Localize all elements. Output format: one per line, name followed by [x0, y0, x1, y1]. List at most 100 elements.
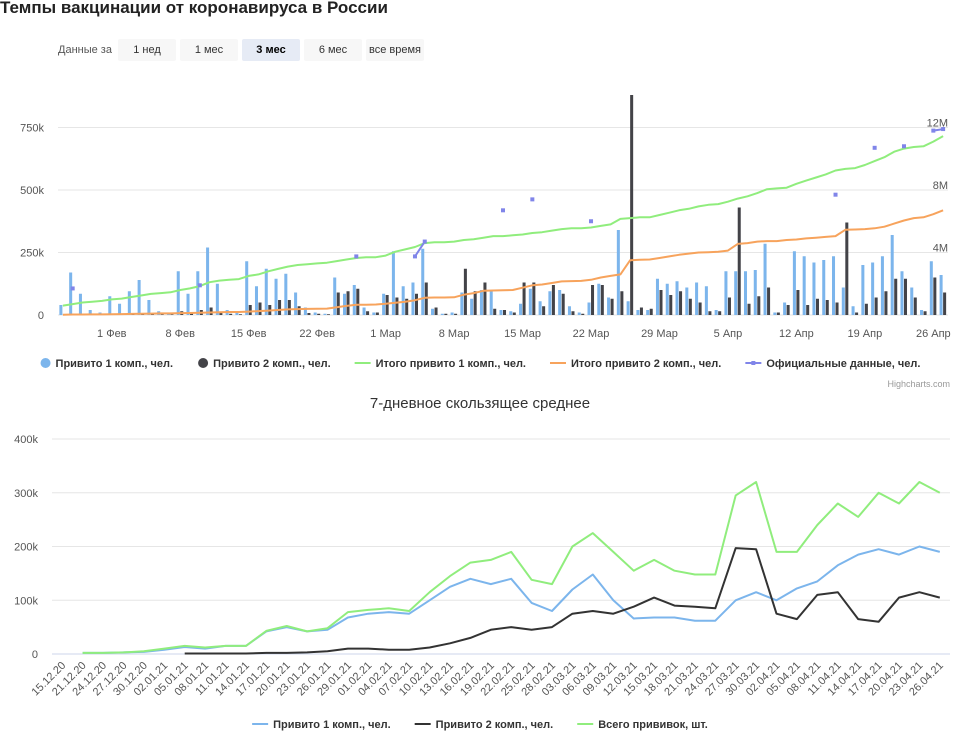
- marker: [901, 144, 906, 149]
- bar: [845, 222, 849, 315]
- legend-item[interactable]: Итого привито 2 комп., чел.: [549, 358, 721, 370]
- legend-item[interactable]: Привито 2 комп., чел.: [414, 719, 554, 731]
- bar: [405, 298, 409, 315]
- line: [62, 135, 944, 307]
- legend-label[interactable]: Итого привито 1 комп., чел.: [376, 358, 526, 370]
- range-button-bg[interactable]: [366, 39, 424, 61]
- marker: [422, 239, 427, 244]
- credits: Highcharts.com: [887, 379, 950, 389]
- bar: [786, 305, 790, 315]
- x-tick-label: 5 Апр: [714, 328, 743, 340]
- bar: [767, 287, 771, 315]
- bar: [483, 282, 487, 315]
- marker: [70, 286, 75, 291]
- bar: [734, 271, 738, 315]
- range-button[interactable]: 6 мес: [304, 39, 362, 61]
- bar: [209, 307, 213, 315]
- range-button-label[interactable]: 1 нед: [133, 44, 161, 56]
- bar: [597, 283, 601, 315]
- legend-label[interactable]: Привито 2 комп., чел.: [436, 719, 554, 731]
- legend-item[interactable]: Привито 1 комп., чел.: [252, 719, 391, 731]
- bar: [385, 295, 389, 315]
- range-label: Данные за: [58, 44, 113, 56]
- bar: [479, 290, 483, 315]
- bar: [792, 251, 796, 315]
- legend-label[interactable]: Всего прививок, шт.: [598, 719, 708, 731]
- bar: [421, 248, 425, 315]
- legend-item[interactable]: Привито 2 комп., чел.: [198, 358, 331, 370]
- legend-item[interactable]: Итого привито 1 комп., чел.: [354, 358, 526, 370]
- legend-item[interactable]: Всего прививок, шт.: [577, 719, 708, 731]
- bar: [581, 313, 585, 315]
- bar: [170, 314, 174, 315]
- range-button-label[interactable]: все время: [369, 44, 421, 56]
- range-button-bg[interactable]: [304, 39, 362, 61]
- bar: [499, 310, 503, 315]
- bar: [395, 297, 399, 315]
- marker: [589, 219, 594, 224]
- legend-item[interactable]: Привито 1 комп., чел.: [40, 358, 174, 370]
- range-button-bg[interactable]: [118, 39, 176, 61]
- bar: [639, 307, 643, 315]
- bar: [825, 300, 829, 315]
- bar: [248, 305, 252, 315]
- range-button[interactable]: 3 мес: [242, 39, 300, 61]
- bar: [489, 291, 493, 315]
- bar: [727, 297, 731, 315]
- range-button-bg[interactable]: [242, 39, 300, 61]
- bar: [724, 271, 728, 315]
- bar: [542, 306, 546, 315]
- legend-label[interactable]: Официальные данные, чел.: [766, 358, 920, 370]
- bar: [512, 312, 516, 315]
- bar: [591, 285, 595, 315]
- bar: [219, 312, 223, 315]
- bar: [757, 296, 761, 315]
- range-button[interactable]: все время: [366, 39, 424, 61]
- bar: [473, 291, 477, 315]
- range-button[interactable]: 1 мес: [180, 39, 238, 61]
- range-button-label[interactable]: 6 мес: [319, 44, 348, 56]
- bar: [688, 298, 692, 315]
- marker: [197, 283, 202, 288]
- bar: [871, 262, 875, 315]
- bar: [375, 312, 379, 315]
- y-tick-label: 250k: [20, 248, 44, 260]
- bar: [880, 256, 884, 315]
- legend-label[interactable]: Привито 2 комп., чел.: [213, 358, 331, 370]
- x-tick-label: 19 Апр: [848, 328, 883, 340]
- y-tick-label: 400k: [14, 434, 38, 446]
- bar: [509, 311, 513, 315]
- bar: [763, 243, 767, 315]
- bar: [704, 286, 708, 315]
- bar: [463, 268, 467, 315]
- bar: [460, 292, 464, 315]
- bar: [548, 291, 552, 315]
- bar: [913, 297, 917, 315]
- bar: [929, 261, 933, 315]
- legend-item[interactable]: Официальные данные, чел.: [745, 358, 920, 370]
- legend-label[interactable]: Привито 1 комп., чел.: [273, 719, 391, 731]
- x-tick-label: 1 Фев: [97, 328, 127, 340]
- bar: [440, 313, 444, 315]
- bar: [356, 288, 360, 315]
- range-button[interactable]: 1 нед: [118, 39, 176, 61]
- bar: [753, 270, 757, 315]
- y2-tick-label: 8M: [933, 180, 948, 192]
- bar: [470, 298, 474, 315]
- legend-label[interactable]: Итого привито 2 комп., чел.: [571, 358, 721, 370]
- bar: [245, 261, 249, 315]
- bar: [303, 307, 307, 315]
- bar: [254, 286, 258, 315]
- legend: Привито 1 комп., чел. Привито 2 комп., че…: [252, 719, 708, 731]
- x-tick-label: 29 Мар: [641, 328, 678, 340]
- bar: [587, 302, 591, 315]
- bar: [708, 311, 712, 315]
- legend-label[interactable]: Привито 1 комп., чел.: [56, 358, 174, 370]
- bar: [900, 271, 904, 315]
- range-button-label[interactable]: 1 мес: [195, 44, 224, 56]
- range-button-bg[interactable]: [180, 39, 238, 61]
- y-tick-label: 0: [38, 310, 44, 322]
- bar: [616, 230, 620, 315]
- range-button-label[interactable]: 3 мес: [256, 44, 285, 56]
